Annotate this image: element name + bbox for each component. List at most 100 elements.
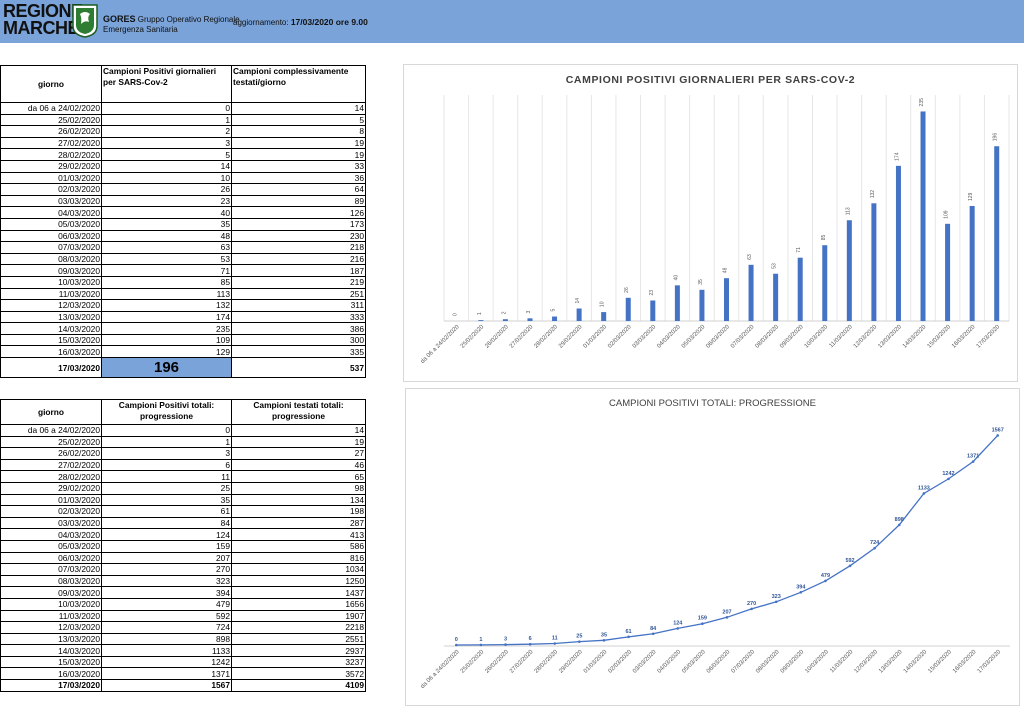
cell-tested: 311 [231, 299, 366, 312]
cumulative-table: giorno Campioni Positivi totali: progres… [0, 399, 366, 692]
data-label: 1242 [942, 471, 954, 477]
data-point [873, 546, 876, 550]
tick-label: 28/02/2020 [533, 324, 559, 350]
data-label: 479 [821, 573, 830, 579]
bar [576, 308, 582, 321]
table-row: 26/02/2020 3 27 [0, 447, 366, 460]
table-row-today: 17/03/2020 196 537 [0, 357, 366, 379]
data-label: 48 [723, 267, 729, 273]
bar [895, 165, 901, 321]
data-label: 3 [504, 637, 507, 643]
org-short: GORES [103, 14, 136, 24]
cell-positive: 1371 [101, 667, 232, 681]
tick-label: 09/03/2020 [780, 649, 806, 675]
data-point [578, 640, 581, 643]
cell-tested: 2551 [231, 632, 366, 646]
cell-day: 04/03/2020 [0, 528, 102, 541]
data-point [725, 616, 729, 619]
cell-day: 01/03/2020 [0, 171, 102, 185]
logo-line1: REGIONE [3, 1, 83, 21]
tick-label: 28/02/2020 [534, 649, 560, 675]
cell-tested: 333 [231, 310, 366, 324]
cell-tested: 4109 [231, 679, 366, 692]
data-point [897, 523, 901, 527]
cell-tested: 33 [231, 159, 366, 173]
data-label: 0 [452, 313, 458, 316]
col-positive-header: Campioni Positivi totali: progressione [101, 399, 232, 425]
data-label: 0 [455, 637, 458, 643]
cell-day: 16/03/2020 [0, 345, 102, 359]
data-point [774, 600, 778, 604]
table-row: 06/03/2020 48 230 [0, 229, 366, 243]
tick-label: 13/03/2020 [878, 649, 904, 675]
table-row: 25/02/2020 1 5 [0, 113, 366, 127]
cell-positive: 11 [101, 470, 232, 483]
bar [994, 146, 1000, 321]
cell-tested: 413 [231, 528, 366, 541]
col-day-header: giorno [0, 65, 102, 103]
table-row: 25/02/2020 1 19 [0, 435, 366, 449]
cell-positive: 3 [101, 136, 232, 150]
tick-label: 26/02/2020 [484, 649, 510, 675]
cell-day: 12/03/2020 [0, 621, 102, 634]
bar-chart: 0 da 06 a 24/02/2020 1 25/02/2020 2 26/02/202… [420, 95, 1010, 365]
cell-positive: 0 [101, 102, 232, 115]
tick-label: 08/03/2020 [755, 649, 781, 675]
cell-positive: 270 [101, 563, 232, 576]
cell-positive: 1242 [101, 655, 232, 669]
cell-positive: 129 [101, 345, 232, 359]
data-label: 1 [479, 637, 482, 643]
cell-day: 17/03/2020 [0, 679, 102, 692]
cell-tested: 19 [231, 148, 366, 161]
data-label: 174 [894, 152, 900, 161]
data-point [996, 434, 999, 437]
cell-positive: 898 [101, 632, 232, 646]
cell-tested: 46 [231, 458, 366, 472]
bar [650, 300, 656, 321]
tick-label: 27/02/2020 [509, 324, 535, 350]
data-label: 109 [944, 210, 950, 219]
table-row: 15/03/2020 109 300 [0, 333, 366, 347]
cell-day: 25/02/2020 [0, 113, 102, 127]
cell-tested: 198 [231, 505, 366, 518]
cell-tested: 386 [231, 322, 366, 335]
table-row: 16/03/2020 1371 3572 [0, 667, 366, 681]
cell-positive: 0 [101, 424, 232, 437]
tick-label: 03/03/2020 [632, 649, 658, 675]
cell-tested: 98 [231, 481, 366, 495]
cell-tested: 187 [231, 264, 366, 277]
cell-day: da 06 a 24/02/2020 [0, 102, 102, 115]
cell-positive: 1567 [101, 679, 232, 692]
table-row: 17/03/2020 1567 4109 [0, 679, 366, 692]
table-row: 08/03/2020 323 1250 [0, 574, 366, 588]
bar [724, 278, 729, 321]
cell-day: 29/02/2020 [0, 481, 102, 495]
cell-positive: 5 [101, 148, 232, 161]
data-label: 113 [845, 207, 851, 215]
data-label: 35 [698, 279, 704, 285]
table-row: 09/03/2020 71 187 [0, 264, 366, 277]
cell-tested: 27 [231, 447, 366, 460]
data-label: 124 [673, 620, 683, 626]
tick-label: 25/02/2020 [460, 649, 486, 675]
cell-positive: 35 [101, 217, 232, 231]
cell-day: 25/02/2020 [0, 435, 102, 449]
logo-line2: MARCHE [3, 18, 79, 38]
cell-day: 02/03/2020 [0, 505, 102, 518]
tick-label: 05/03/2020 [681, 324, 707, 350]
tick-label: 15/03/2020 [927, 649, 953, 675]
tick-label: 11/03/2020 [829, 649, 855, 675]
data-label: 61 [626, 629, 632, 635]
tick-label: 07/03/2020 [730, 324, 756, 350]
cell-tested: 219 [231, 275, 366, 289]
cell-tested: 5 [231, 113, 366, 127]
tick-label: 01/03/2020 [583, 324, 609, 350]
tick-label: 13/03/2020 [877, 324, 903, 350]
tick-label: 02/03/2020 [607, 324, 633, 350]
table-row: 14/03/2020 235 386 [0, 322, 366, 335]
cell-positive: 592 [101, 609, 232, 623]
table-row: 12/03/2020 724 2218 [0, 621, 366, 634]
table-row: 03/03/2020 84 287 [0, 516, 366, 530]
cell-day: 13/03/2020 [0, 310, 102, 324]
region-emblem-icon [72, 4, 98, 38]
